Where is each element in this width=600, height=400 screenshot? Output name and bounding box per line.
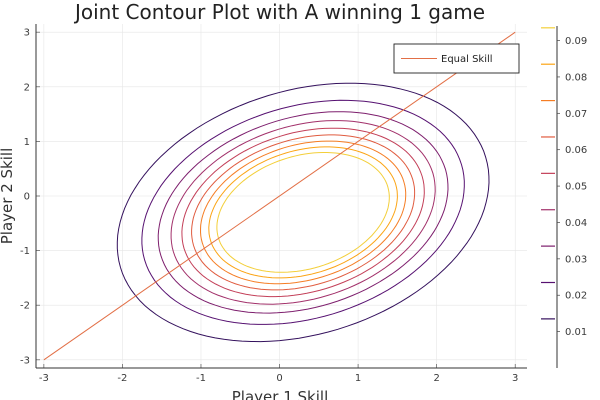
axes bbox=[35, 24, 527, 369]
colorbar-tick-label: 0.07 bbox=[565, 109, 587, 120]
contour-level-7 bbox=[200, 140, 407, 285]
contour-level-3 bbox=[157, 111, 449, 314]
x-tick-label: 3 bbox=[512, 373, 518, 384]
legend: Equal Skill bbox=[393, 43, 520, 74]
y-tick-label: -1 bbox=[20, 246, 30, 257]
colorbar-tick-label: 0.04 bbox=[565, 218, 587, 229]
contour-level-5 bbox=[181, 127, 425, 298]
x-tick-label: -3 bbox=[39, 373, 49, 384]
contour-level-9 bbox=[216, 152, 390, 273]
y-tick-label: 1 bbox=[24, 137, 30, 148]
x-tick-label: 1 bbox=[355, 373, 361, 384]
contour-level-4 bbox=[170, 120, 436, 305]
colorbar: 0.01 0.02 0.03 0.04 0.05 0.06 0.07 0.08 0.09 bbox=[541, 26, 587, 368]
series-line-equal-skill bbox=[43, 31, 516, 361]
grid-lines bbox=[36, 24, 527, 368]
colorbar-tick-label: 0.06 bbox=[565, 145, 587, 156]
y-tick-label: -3 bbox=[20, 355, 30, 366]
contour-level-1 bbox=[116, 82, 490, 343]
colorbar-tick-label: 0.05 bbox=[565, 182, 587, 193]
colorbar-tick-label: 0.02 bbox=[565, 291, 587, 302]
colorbar-tick-label: 0.01 bbox=[565, 327, 587, 338]
series-lines bbox=[43, 31, 516, 361]
colorbar-tick-label: 0.08 bbox=[565, 72, 587, 83]
colorbar-tick-label: 0.03 bbox=[565, 254, 587, 265]
chart-title: Joint Contour Plot with A winning 1 game bbox=[73, 0, 485, 24]
y-tick-label: 3 bbox=[24, 28, 30, 39]
x-tick-label: 0 bbox=[276, 373, 282, 384]
contour-levels bbox=[116, 82, 490, 343]
contour-level-2 bbox=[141, 99, 465, 325]
colorbar-tick-label: 0.09 bbox=[565, 36, 587, 47]
y-tick-label: 2 bbox=[24, 82, 30, 93]
contour-level-6 bbox=[191, 134, 416, 291]
y-tick-label: -2 bbox=[20, 301, 30, 312]
x-tick-label: -2 bbox=[117, 373, 127, 384]
x-tick-label: 2 bbox=[433, 373, 439, 384]
y-tick-label: 0 bbox=[24, 192, 30, 203]
x-axis-label: Player 1 Skill bbox=[232, 388, 328, 400]
contour-level-8 bbox=[208, 146, 398, 279]
tick-labels: -3 -2 -1 0 1 2 3 -3 -2 -1 0 1 2 3 bbox=[20, 28, 518, 384]
y-axis-label: Player 2 Skill bbox=[0, 148, 16, 244]
legend-label-equal-skill: Equal Skill bbox=[441, 54, 493, 65]
x-tick-label: -1 bbox=[196, 373, 206, 384]
